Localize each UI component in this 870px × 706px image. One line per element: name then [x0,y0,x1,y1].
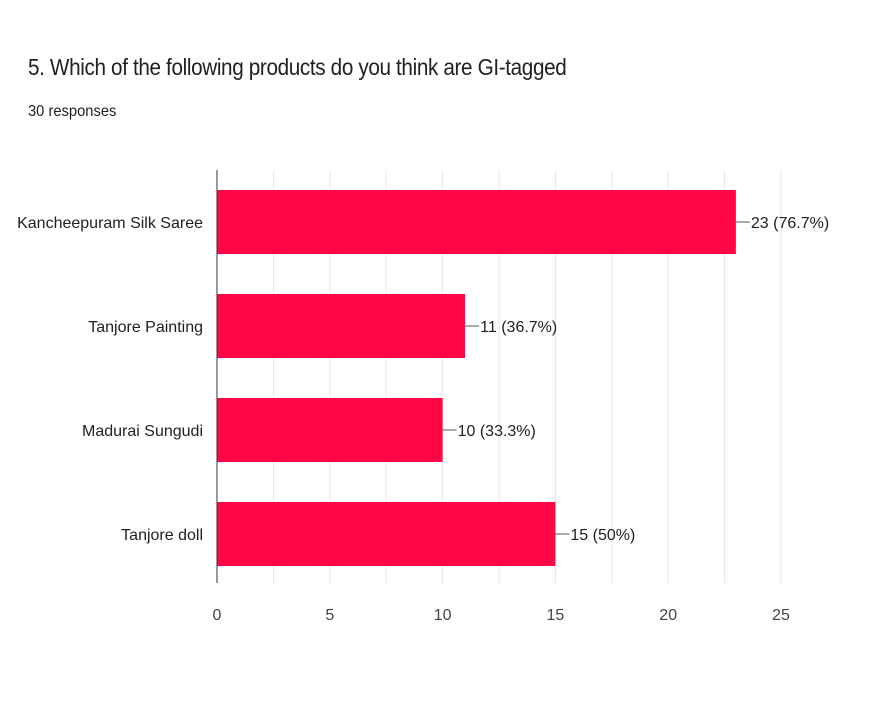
data-label: 15 (50%) [570,527,635,544]
x-tick-label: 10 [434,607,452,624]
x-tick-label: 15 [547,607,565,624]
x-tick-label: 0 [213,607,222,624]
bar[interactable] [217,190,736,254]
category-label: Tanjore Painting [88,319,203,336]
x-tick-label: 25 [772,607,790,624]
data-label: 10 (33.3%) [458,423,536,440]
bar[interactable] [217,294,466,358]
data-label: 23 (76.7%) [751,215,829,232]
category-label: Madurai Sungudi [82,423,203,440]
x-tick-label: 20 [659,607,677,624]
x-tick-label: 5 [325,607,334,624]
bar[interactable] [217,398,443,462]
question-title: 5. Which of the following products do yo… [28,54,567,80]
bar[interactable] [217,502,556,566]
data-label: 11 (36.7%) [480,319,557,336]
category-label: Kancheepuram Silk Saree [17,215,203,232]
category-label: Tanjore doll [121,527,203,544]
bars [217,190,736,566]
labels: Kancheepuram Silk Saree 23 (76.7%) Tanjore… [17,215,829,624]
response-count: 30 responses [28,103,117,120]
